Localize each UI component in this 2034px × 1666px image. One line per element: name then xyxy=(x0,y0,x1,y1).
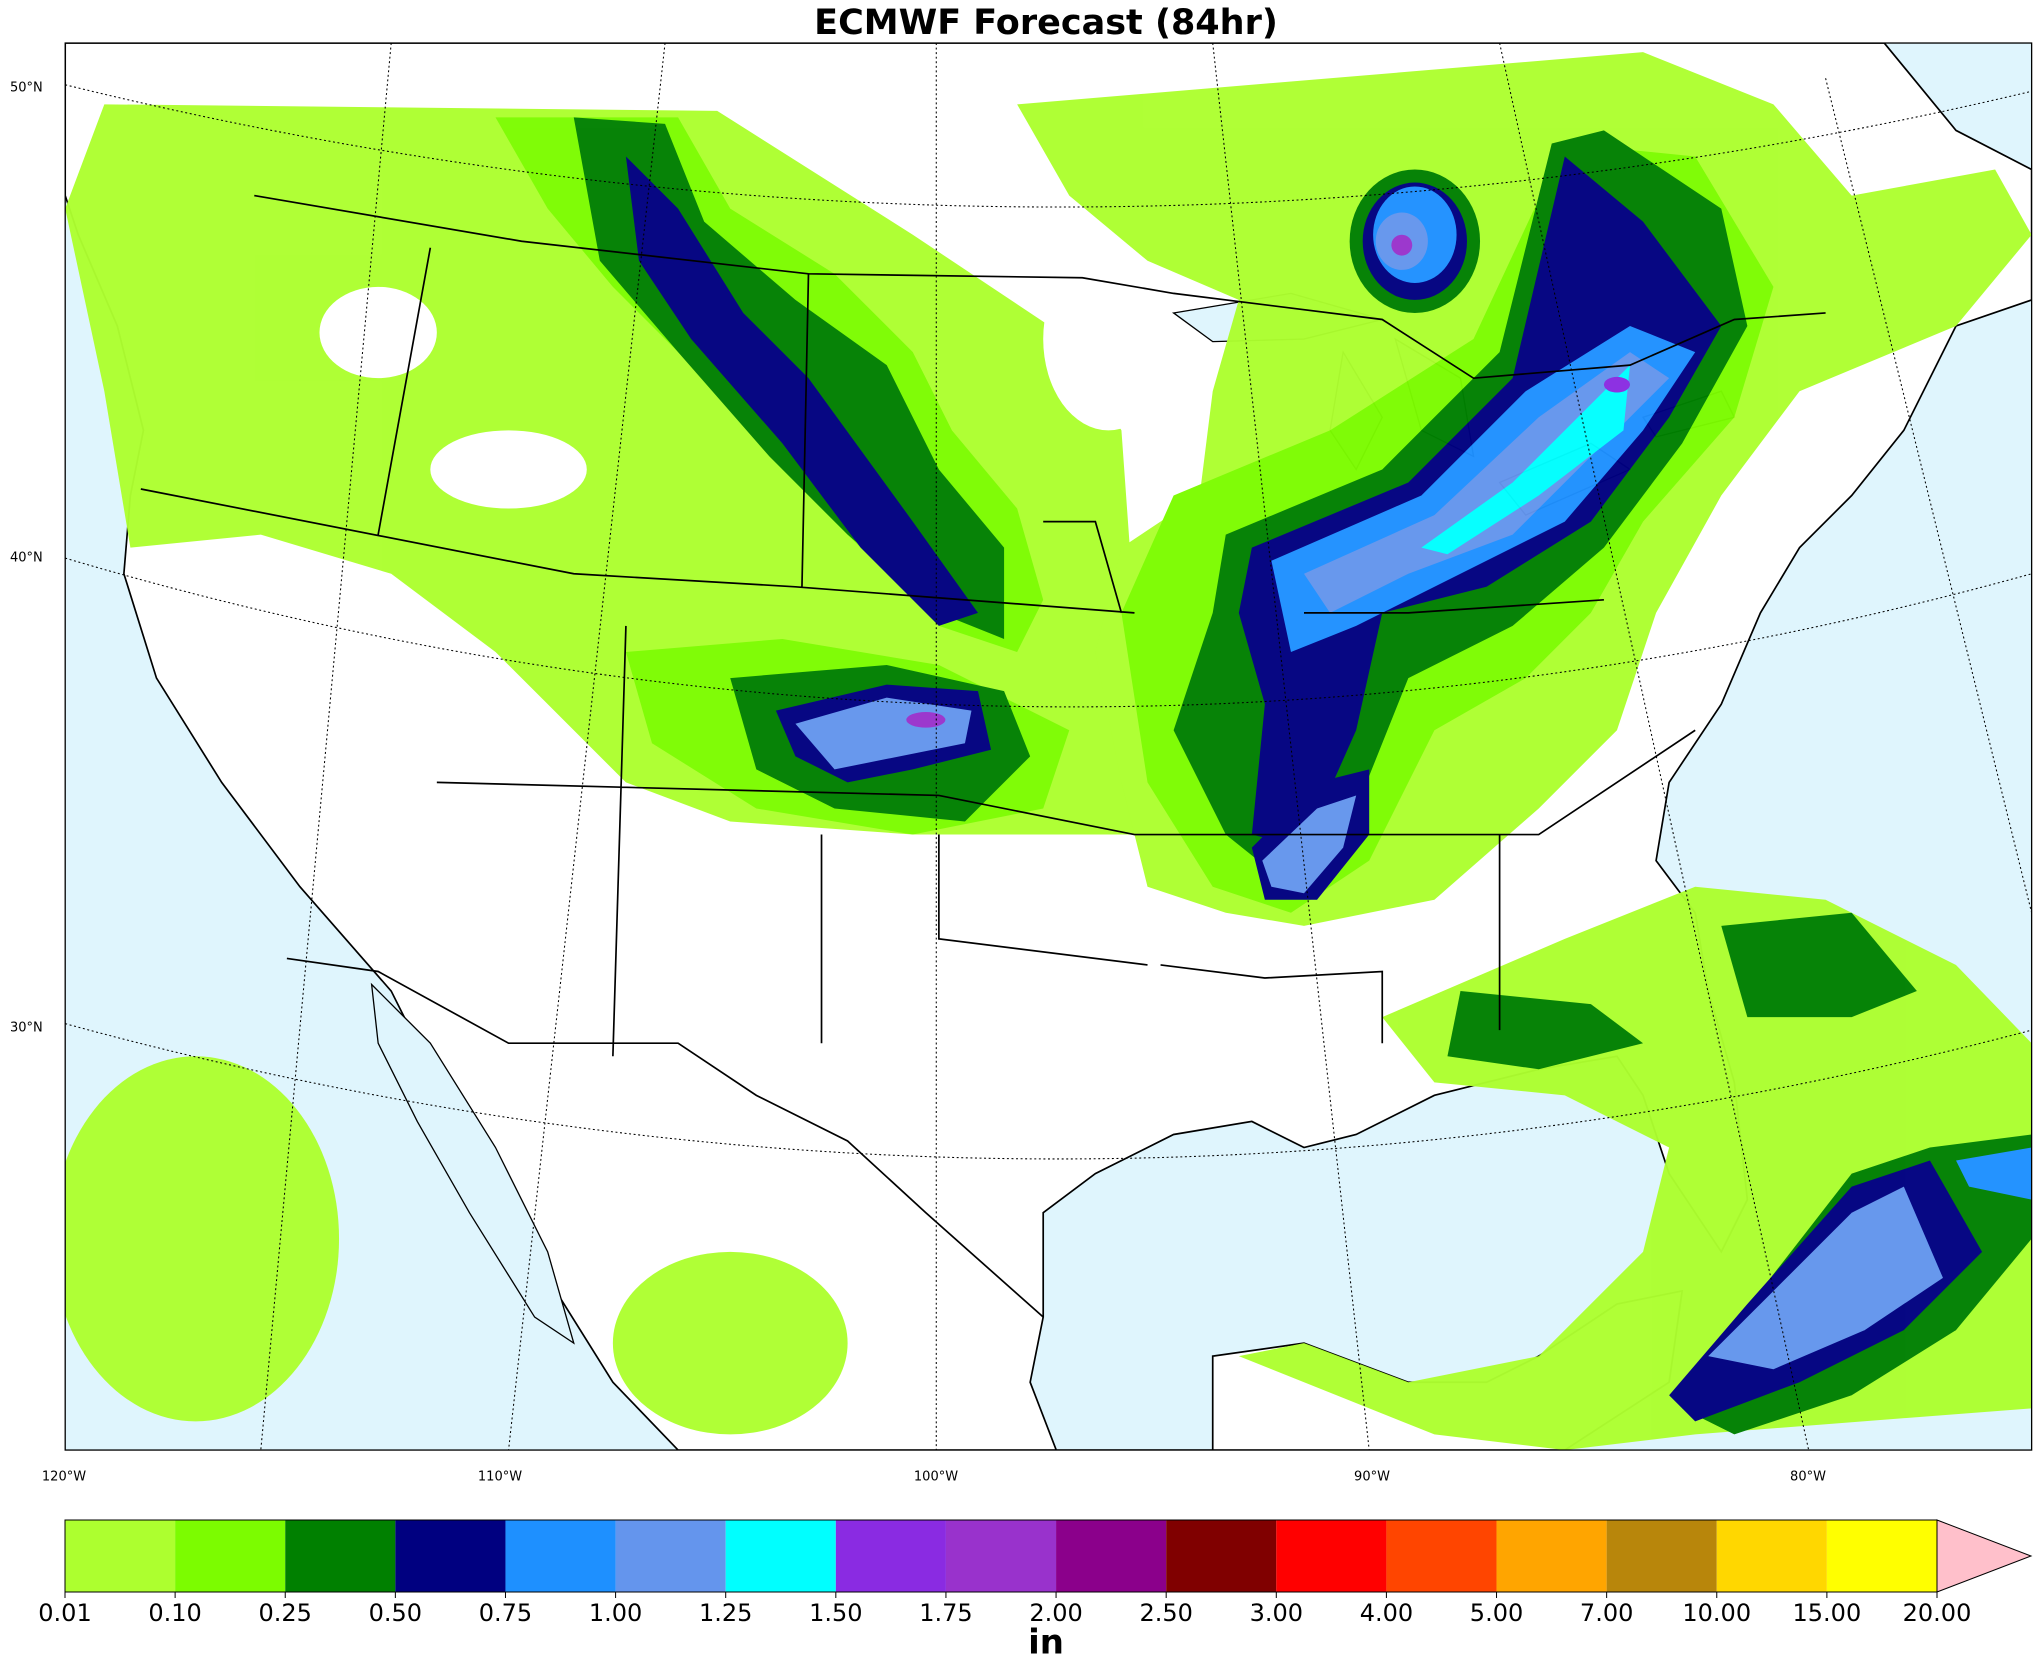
colorbar-tick-label: 7.00 xyxy=(1580,1599,1633,1627)
colorbar-tick-label: 4.00 xyxy=(1360,1599,1413,1627)
lon-label: 120°W xyxy=(42,1470,86,1485)
colorbar-bin xyxy=(285,1520,396,1592)
colorbar-bin xyxy=(1276,1520,1387,1592)
colorbar-bin xyxy=(1056,1520,1167,1592)
colorbar-tick-label: 0.01 xyxy=(38,1599,91,1627)
colorbar-tick-label: 0.75 xyxy=(479,1599,532,1627)
colorbar-bin xyxy=(945,1520,1057,1592)
colorbar-frame xyxy=(64,1519,1938,1593)
colorbar-bin xyxy=(1826,1520,1937,1592)
colorbar-bin xyxy=(835,1520,946,1592)
lat-label: 40°N xyxy=(10,551,43,566)
lat-label: 50°N xyxy=(10,81,43,96)
colorbar-bin xyxy=(1606,1520,1717,1592)
precipitation xyxy=(65,52,2032,1451)
colorbar-bin xyxy=(615,1520,726,1592)
colorbar-tick-label: 0.10 xyxy=(148,1599,201,1627)
colorbar-tick-label: 15.00 xyxy=(1793,1599,1862,1627)
map xyxy=(64,42,2033,1451)
colorbar-label: in xyxy=(1028,1623,1064,1663)
colorbar-tick-label: 3.00 xyxy=(1250,1599,1303,1627)
graticule xyxy=(65,43,2032,1451)
colorbar: 0.01 0.10 0.25 0.50 0.75 1.00 1.25 1.50 1.75 2.00… xyxy=(38,1519,2033,1627)
colorbar-tick-label: 1.50 xyxy=(809,1599,862,1627)
colorbar-tick-label: 1.00 xyxy=(589,1599,642,1627)
colorbar-bin xyxy=(505,1520,616,1592)
map-frame xyxy=(64,42,2033,1451)
lon-label: 110°W xyxy=(478,1470,522,1485)
colorbar-tick-label: 1.25 xyxy=(699,1599,752,1627)
colorbar-bin xyxy=(725,1520,836,1592)
title: ECMWF Forecast (84hr) xyxy=(814,3,1278,43)
colorbar-tick-label: 10.00 xyxy=(1682,1599,1751,1627)
colorbar-tick-label: 2.00 xyxy=(1029,1599,1082,1627)
colorbar-tick-label: 2.50 xyxy=(1139,1599,1192,1627)
us-canada-border xyxy=(254,194,1826,380)
colorbar-tick-label: 0.25 xyxy=(259,1599,312,1627)
map-labels: 50°N 40°N 30°N 120°W 110°W 100°W 90°W 80°W xyxy=(10,81,1826,1485)
colorbar-bin xyxy=(175,1520,286,1592)
colorbar-bin xyxy=(65,1520,176,1592)
colorbar-bin xyxy=(1166,1520,1277,1592)
lon-label: 80°W xyxy=(1790,1470,1826,1485)
lon-label: 100°W xyxy=(914,1470,958,1485)
gulf-of-california xyxy=(370,982,575,1345)
colorbar-tick-label: 5.00 xyxy=(1470,1599,1523,1627)
colorbar-bin xyxy=(1716,1520,1827,1592)
colorbar-tick-label: 0.50 xyxy=(369,1599,422,1627)
colorbar-bin xyxy=(1496,1520,1607,1592)
state-lines xyxy=(140,247,1696,1057)
colorbar-bin xyxy=(1386,1520,1497,1592)
lat-label: 30°N xyxy=(10,1021,43,1036)
colorbar-bin xyxy=(395,1520,506,1592)
colorbar-extend xyxy=(1936,1519,2033,1593)
colorbar-tick-label: 20.00 xyxy=(1903,1599,1972,1627)
colorbar-tick-label: 1.75 xyxy=(919,1599,972,1627)
us-mexico-border xyxy=(286,957,1044,1318)
lon-label: 90°W xyxy=(1354,1470,1390,1485)
